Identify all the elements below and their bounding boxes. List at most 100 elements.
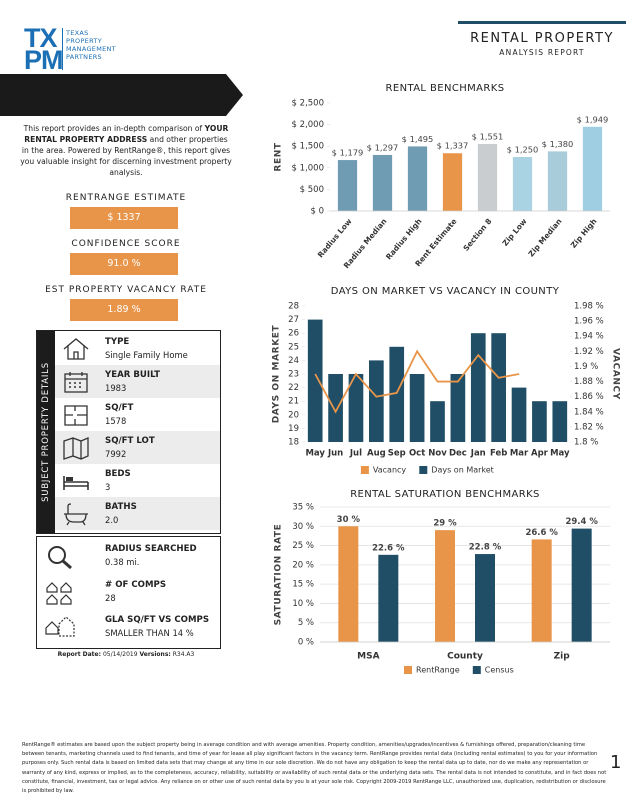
icon-comps <box>46 582 72 605</box>
chart-title: DAYS ON MARKET VS VACANCY IN COUNTY <box>331 286 560 297</box>
value-label: $ 1,495 <box>402 134 434 144</box>
chart-title: RENTAL SATURATION BENCHMARKS <box>350 489 540 500</box>
bar <box>477 143 498 211</box>
detail-value: 7992 <box>105 449 127 459</box>
metric-value: 91.0 % <box>70 253 178 275</box>
y-tick-label: $ 1,000 <box>292 163 324 173</box>
y-tick-label: 26 <box>288 329 299 339</box>
x-tick-label: Radius High <box>384 217 424 262</box>
y-axis-label: SATURATION RATE <box>274 524 284 626</box>
search-label: GLA SQ/FT VS COMPS <box>105 615 210 625</box>
y-tick-label: 24 <box>288 356 299 366</box>
bar <box>389 346 405 442</box>
banner <box>0 74 243 116</box>
y-tick-label: 35 % <box>292 503 314 513</box>
icon-calendar <box>64 372 88 393</box>
x-tick-label: Section 8 <box>461 217 493 253</box>
y-tick-label: 25 % <box>292 541 314 551</box>
search-value: 28 <box>105 593 116 603</box>
search-label: # OF COMPS <box>105 580 167 590</box>
detail-label: BATHS <box>105 502 137 512</box>
y-tick-label: 5 % <box>298 618 314 628</box>
page-number: 1 <box>610 752 622 773</box>
x-tick-label: Sep <box>388 449 406 459</box>
y-tick-label: $ 2,500 <box>292 99 324 109</box>
y2-tick-label: 1.98 % <box>574 302 604 312</box>
value-label: $ 1,380 <box>542 139 574 149</box>
detail-label: YEAR BUILT <box>105 370 160 380</box>
intro-text: and other properties in the area. Powere… <box>20 135 232 177</box>
logo-rule <box>62 28 63 70</box>
x-tick-label: MSA <box>357 652 379 662</box>
bar <box>378 554 399 642</box>
x-tick-label: Jan <box>470 449 486 459</box>
legend-swatch <box>404 666 412 674</box>
search-row: RADIUS SEARCHED 0.38 mi. <box>37 539 220 572</box>
legend-label: Vacancy <box>373 466 407 475</box>
bar <box>442 153 463 211</box>
value-label: 30 % <box>337 515 361 525</box>
search-row: GLA SQ/FT VS COMPS SMALLER THAN 14 % <box>37 610 220 643</box>
y2-tick-label: 1.86 % <box>574 392 604 402</box>
y2-tick-label: 1.92 % <box>574 347 604 357</box>
y-tick-label: 19 <box>288 424 299 434</box>
y-tick-label: 18 <box>288 438 299 448</box>
report-version: R34.A3 <box>172 651 195 658</box>
value-label: 29.4 % <box>565 517 598 527</box>
detail-row: BATHS 2.0 <box>55 497 220 530</box>
x-tick-label: County <box>447 652 483 662</box>
icon-gla <box>45 616 75 637</box>
y-tick-label: 21 <box>288 397 299 407</box>
bar <box>372 154 393 211</box>
header-rule <box>458 21 626 24</box>
logo-letters: PM <box>24 45 63 75</box>
value-label: 29 % <box>433 519 457 529</box>
value-label: $ 1,297 <box>367 142 399 152</box>
bar <box>470 333 486 442</box>
bar <box>582 126 603 211</box>
metric-value: $ 1337 <box>70 207 178 229</box>
legend-swatch <box>472 666 481 674</box>
details-side: SUBJECT PROPERTY DETAILS <box>37 331 55 533</box>
banner-arrow <box>0 74 243 116</box>
bar <box>407 146 428 211</box>
logo: TX PM <box>24 23 63 75</box>
report-date-label: Report Date: <box>57 651 102 658</box>
bar <box>328 374 343 442</box>
x-tick-label: Feb <box>490 449 507 459</box>
legend-label: Census <box>485 666 514 675</box>
bar <box>475 554 495 642</box>
y-tick-label: $ 1,500 <box>292 142 324 152</box>
detail-value: Single Family Home <box>105 350 188 360</box>
y2-tick-label: 1.82 % <box>574 422 604 432</box>
detail-label: SQ/FT LOT <box>105 436 155 446</box>
logo-line: PROPERTY <box>66 37 102 45</box>
bar <box>571 528 592 642</box>
x-tick-label: Zip <box>554 652 571 662</box>
y-axis-label: RENT <box>274 142 284 171</box>
bar <box>337 160 358 211</box>
icon-lot <box>63 437 89 460</box>
x-tick-label: Oct <box>409 449 425 459</box>
legend-swatch <box>419 466 428 474</box>
y2-tick-label: 1.88 % <box>574 377 604 387</box>
logo-line: MANAGEMENT <box>66 45 116 53</box>
value-label: $ 1,949 <box>577 114 609 124</box>
value-label: 22.8 % <box>469 543 502 553</box>
disclaimer: RentRange® estimates are based upon the … <box>22 742 607 795</box>
report-subtitle: ANALYSIS REPORT <box>499 48 585 57</box>
y2-tick-label: 1.8 % <box>574 438 598 448</box>
charts: RENTAL BENCHMARKS RENT $ 0 $ 500 $ 1,000 $ 1,… <box>272 83 621 675</box>
detail-row: TYPE Single Family Home <box>55 332 220 365</box>
logo-letters: TX <box>24 23 58 53</box>
y-tick-label: $ 0 <box>310 207 324 217</box>
legend-label: Days on Market <box>431 466 494 475</box>
y2-tick-label: 1.9 % <box>574 362 598 372</box>
y-tick-label: 22 <box>288 383 299 393</box>
y-tick-label: $ 500 <box>300 185 324 195</box>
legend-swatch <box>360 466 369 474</box>
value-label: $ 1,250 <box>507 145 539 155</box>
bar <box>531 539 552 642</box>
chart-title: RENTAL BENCHMARKS <box>386 83 505 94</box>
